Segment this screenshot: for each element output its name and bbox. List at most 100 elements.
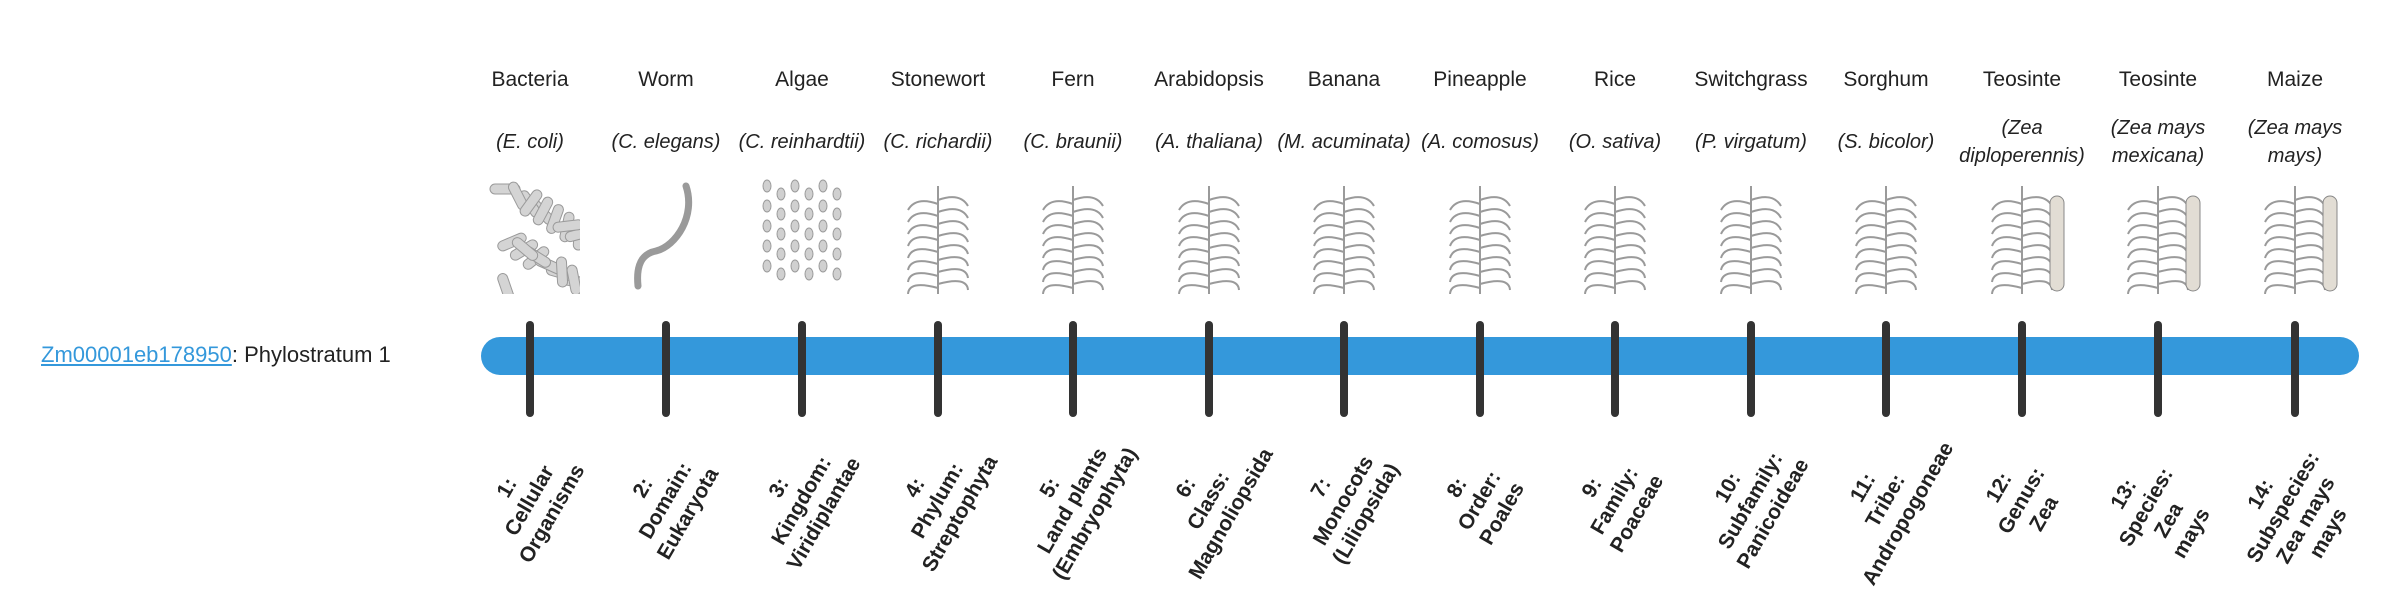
organism-column: Maize (Zea mays mays) 14: Subspecies: Zea … — [2227, 0, 2363, 580]
species-text: (O. sativa) — [1568, 131, 1662, 153]
organism-species-name: (C. richardii) — [864, 112, 1012, 172]
organism-column: Teosinte (Zea mays mexicana) 13: Species:… — [2090, 0, 2226, 580]
phylostratum-level-label: 11: Tribe: Andropogoneae — [1810, 408, 1963, 594]
organism-species-name: (C. braunii) — [999, 112, 1147, 172]
teosinte-illustration — [1972, 176, 2072, 295]
worm-illustration — [616, 176, 716, 294]
timeline-tick — [1882, 321, 1890, 417]
timeline-tick — [1476, 321, 1484, 417]
algae-illustration — [752, 176, 852, 294]
timeline-tick — [2018, 321, 2026, 417]
organism-species-name: (O. sativa) — [1541, 112, 1689, 172]
bacteria-illustration — [480, 176, 596, 303]
species-text: (C. elegans) — [611, 131, 721, 153]
phylostratum-level-label: 3: Kingdom: Viridiplantae — [726, 408, 879, 594]
phylostratum-level-label: 6: Class: Magnoliopsida — [1133, 408, 1286, 594]
timeline-tick — [2291, 321, 2299, 417]
organism-common-name: Fern — [1051, 68, 1095, 91]
organism-common-name: Arabidopsis — [1154, 68, 1264, 91]
organism-common-name: Bacteria — [491, 68, 569, 91]
phylostratum-level-label: 12: Genus: Zea — [1946, 408, 2099, 594]
timeline-tick — [1747, 321, 1755, 417]
timeline-tick — [1611, 321, 1619, 417]
organism-common-name: Teosinte — [1982, 68, 2062, 91]
timeline-tick — [798, 321, 806, 417]
phylostratum-level-label: 13: Species: Zea mays — [2070, 414, 2245, 613]
timeline-tick — [662, 321, 670, 417]
phylostratum-level-label: 14: Subspecies: Zea mays mays — [2207, 414, 2382, 613]
gene-link[interactable]: Zm00001eb178950 — [41, 342, 232, 367]
phylostratum-level-label: 7: Monocots (Liliopsida) — [1268, 408, 1421, 594]
organism-column: Teosinte (Zea diploperennis) 12: Genus: Ze… — [1954, 0, 2090, 580]
organism-column: Bacteria (E. coli) 1: Cellular Organisms — [462, 0, 598, 580]
phylostratum-level-label: 10: Subfamily: Panicoideae — [1675, 408, 1828, 594]
organism-common-name: Teosinte — [2118, 68, 2198, 91]
species-text: (A. thaliana) — [1155, 131, 1263, 153]
timeline-tick — [1205, 321, 1213, 417]
organism-species-name: (A. thaliana) — [1135, 112, 1283, 172]
teosinte-mexicana-illustration — [2108, 176, 2208, 295]
phylostratum-label: Phylostratum 1 — [244, 342, 391, 367]
organism-common-name: Switchgrass — [1694, 68, 1808, 91]
banana-illustration — [1294, 176, 1394, 295]
timeline-tick — [934, 321, 942, 417]
organism-common-name: Algae — [775, 68, 829, 91]
organism-species-name: (M. acuminata) — [1270, 112, 1418, 172]
gene-label: Zm00001eb178950: Phylostratum 1 — [41, 340, 391, 370]
organism-column: Worm (C. elegans) 2: Domain: Eukaryota — [598, 0, 734, 580]
species-text: (A. comosus) — [1421, 131, 1539, 153]
species-text: (C. reinhardtii) — [738, 131, 866, 153]
organism-common-name: Pineapple — [1433, 68, 1527, 91]
organism-species-name: (C. reinhardtii) — [728, 112, 876, 172]
species-text: (C. braunii) — [1023, 131, 1123, 153]
species-text: (Zea mays mays) — [2247, 117, 2343, 167]
phylostratum-level-label: 8: Order: Poales — [1404, 408, 1557, 594]
species-text: (P. virgatum) — [1695, 131, 1807, 153]
timeline-tick — [1069, 321, 1077, 417]
timeline-tick — [526, 321, 534, 417]
phylostratum-level-label: 4: Phylum: Streptophyta — [862, 408, 1015, 594]
organism-column: Sorghum (S. bicolor) 11: Tribe: Andropogon… — [1818, 0, 1959, 589]
organism-column: Algae (C. reinhardtii) 3: Kingdom: Viridip… — [734, 0, 870, 580]
organism-species-name: (Zea mays mexicana) — [2084, 112, 2232, 172]
species-text: (E. coli) — [496, 131, 564, 153]
organism-species-name: (S. bicolor) — [1812, 112, 1960, 172]
rice-illustration — [1565, 176, 1665, 295]
species-text: (Zea diploperennis) — [1959, 117, 2085, 167]
organism-species-name: (Zea mays mays) — [2221, 112, 2369, 172]
organism-common-name: Maize — [2266, 68, 2324, 91]
phylostratum-level-label: 9: Family: Poaceae — [1539, 408, 1692, 594]
phylostratum-level-label: 5: Land plants (Embryophyta) — [997, 408, 1150, 594]
species-text: (Zea mays mexicana) — [2110, 117, 2206, 167]
organism-column: Fern (C. braunii) 5: Land plants (Embryoph… — [1005, 0, 1143, 584]
species-text: (S. bicolor) — [1837, 131, 1935, 153]
phylostratum-level-label: 1: Cellular Organisms — [454, 408, 607, 594]
organism-species-name: (Zea diploperennis) — [1948, 112, 2096, 172]
arabidopsis-illustration — [1159, 176, 1259, 295]
organism-column: Stonewort (C. richardii) 4: Phylum: Strept… — [870, 0, 1006, 580]
organism-species-name: (E. coli) — [456, 112, 604, 172]
organism-column: Arabidopsis (A. thaliana) 6: Class: Magnol… — [1141, 0, 1278, 583]
organism-species-name: (P. virgatum) — [1677, 112, 1825, 172]
organism-common-name: Sorghum — [1843, 68, 1929, 91]
pineapple-illustration — [1430, 176, 1530, 295]
organism-common-name: Banana — [1307, 68, 1381, 91]
maize-illustration — [2245, 176, 2345, 295]
fern-illustration — [1023, 176, 1123, 295]
separator: : — [231, 342, 245, 367]
organism-common-name: Worm — [638, 68, 694, 91]
organism-column: Pineapple (A. comosus) 8: Order: Poales — [1412, 0, 1548, 580]
timeline-tick — [1340, 321, 1348, 417]
organism-column: Banana (M. acuminata) 7: Monocots (Liliops… — [1276, 0, 1412, 580]
stonewort-illustration — [888, 176, 988, 295]
phylostratum-timeline-bar — [481, 337, 2359, 375]
timeline-tick — [2154, 321, 2162, 417]
phylostratum-level-label: 2: Domain: Eukaryota — [590, 408, 743, 594]
switchgrass-illustration — [1701, 176, 1801, 295]
species-text: (M. acuminata) — [1277, 131, 1411, 153]
organism-column: Rice (O. sativa) 9: Family: Poaceae — [1547, 0, 1683, 580]
organism-species-name: (A. comosus) — [1406, 112, 1554, 172]
organism-species-name: (C. elegans) — [592, 112, 740, 172]
organism-common-name: Rice — [1593, 68, 1636, 91]
organism-common-name: Stonewort — [890, 68, 986, 91]
